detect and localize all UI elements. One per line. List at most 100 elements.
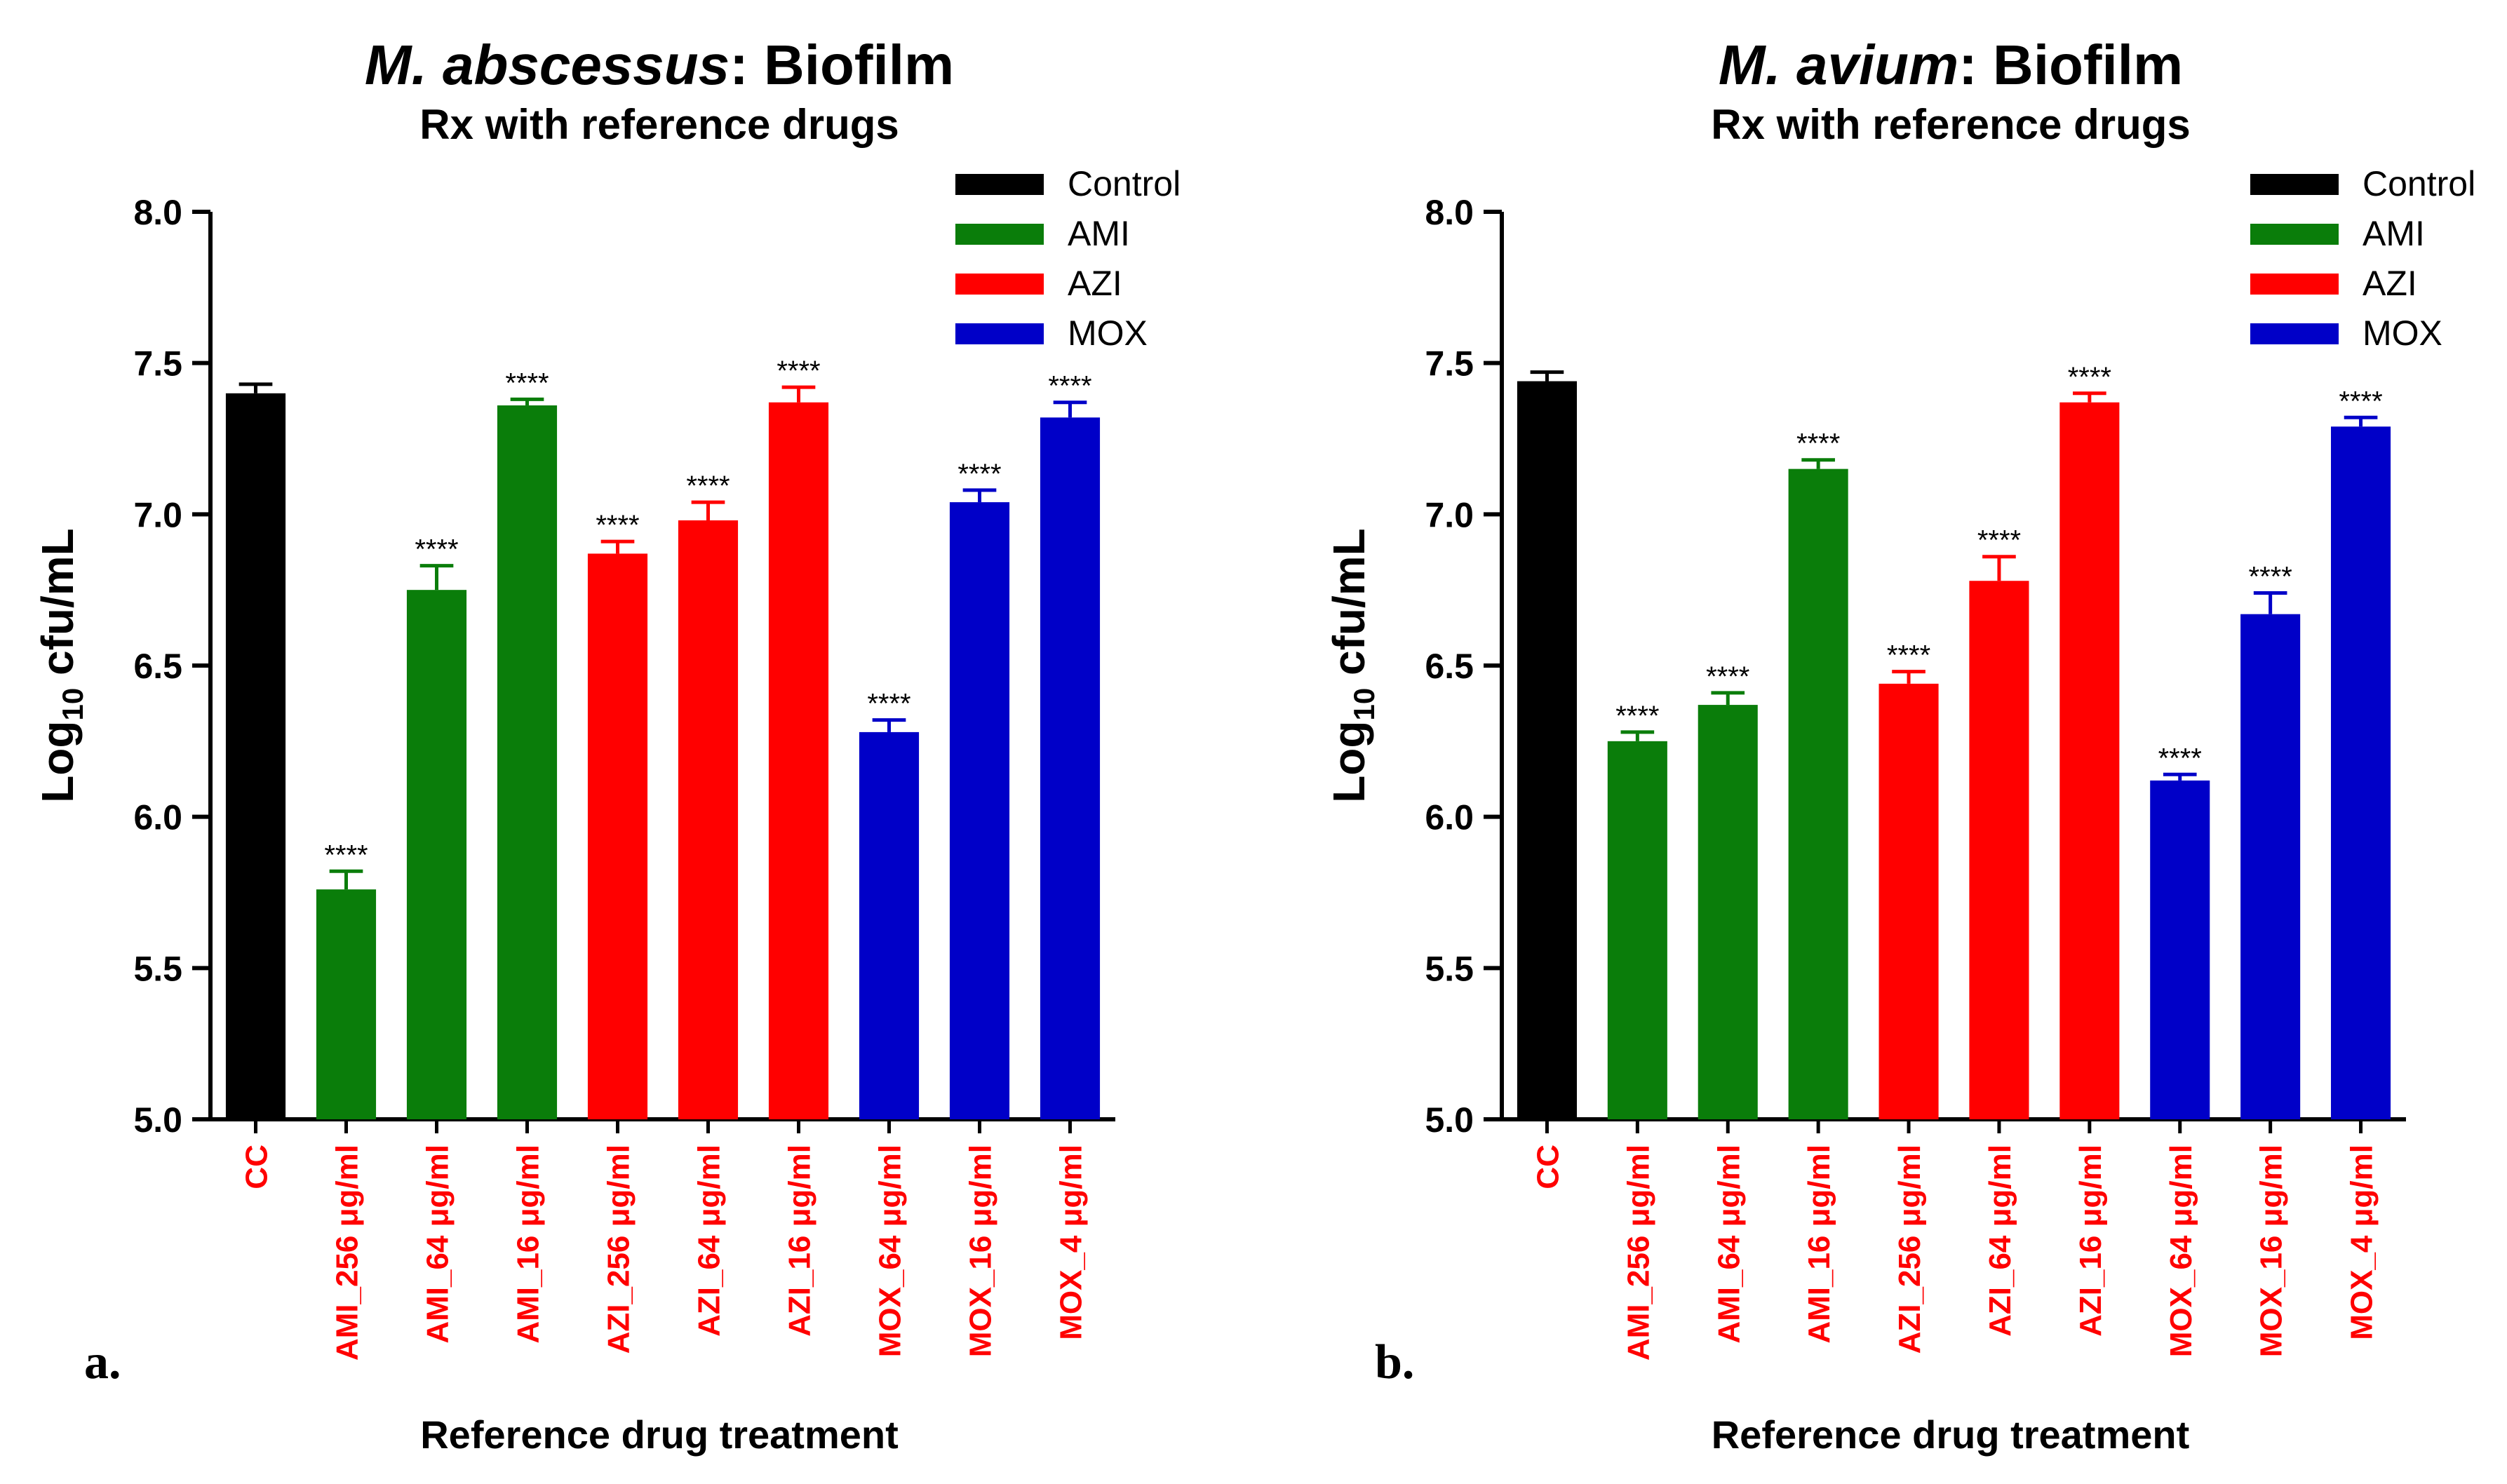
chart-title-suffix: : Biofilm [1958,34,2183,96]
bar [2331,426,2391,1119]
y-axis-label-main: Log [1324,721,1374,803]
panel-label: a. [84,1335,121,1389]
y-axis-label: Log10 cfu/mL [32,528,89,803]
x-tick-label: AMI_64 μg/ml [1712,1145,1746,1344]
y-tick-label: 6.5 [133,647,182,686]
y-tick-label: 6.0 [133,798,182,837]
legend-label: Control [2363,164,2475,203]
y-axis-label-subscript: 10 [1347,688,1380,721]
significance-label: **** [1887,640,1930,671]
legend-label: Control [1068,164,1181,203]
x-tick-label: MOX_4 μg/ml [2345,1145,2379,1340]
legend-swatch [2250,224,2339,245]
bar [406,590,467,1119]
x-tick-label: AMI_256 μg/ml [1621,1145,1655,1361]
legend-swatch [2250,274,2339,295]
significance-label: **** [2249,561,2292,592]
chart-panel-a: M. abscessus: Biofilm Rx with reference d… [32,34,1181,1457]
bar [2059,402,2120,1119]
significance-label: **** [686,471,730,501]
chart-title-organism: M. avium [1719,34,1958,96]
significance-label: **** [596,510,639,541]
significance-label: **** [1796,429,1840,459]
x-tick-label: MOX_64 μg/ml [873,1145,908,1357]
y-tick-label: 5.5 [133,949,182,988]
x-axis-label: Reference drug treatment [420,1412,899,1457]
significance-label: **** [777,356,820,386]
bar [1607,741,1667,1119]
legend-swatch [955,323,1044,344]
bar [2150,780,2210,1119]
x-axis-label: Reference drug treatment [1712,1412,2190,1457]
x-tick-label: MOX_4 μg/ml [1054,1145,1089,1340]
bar [316,889,377,1119]
x-tick-label: AMI_16 μg/ml [1802,1145,1836,1344]
significance-label: **** [2158,743,2202,774]
panel-label: b. [1375,1335,1414,1389]
y-tick-label: 7.0 [1425,495,1474,534]
legend-swatch [2250,323,2339,344]
legend-swatch [955,174,1044,195]
legend-label: MOX [2363,313,2442,353]
significance-label: **** [324,839,368,870]
y-tick-label: 7.5 [133,344,182,384]
x-tick-label: AZI_16 μg/ml [783,1145,817,1337]
x-tick-label: CC [240,1145,274,1189]
legend-swatch [2250,174,2339,195]
y-axis-label-subscript: 10 [56,688,89,721]
bar [587,553,648,1119]
x-tick-label: MOX_16 μg/ml [964,1145,998,1357]
chart-title: M. abscessus: Biofilm [365,34,954,96]
bar [768,402,829,1119]
x-tick-label: AMI_16 μg/ml [511,1145,546,1344]
significance-label: **** [1706,661,1749,692]
y-tick-label: 5.0 [1425,1100,1474,1140]
x-tick-label: AMI_64 μg/ml [421,1145,455,1344]
legend-swatch [955,224,1044,245]
y-tick-label: 8.0 [133,193,182,232]
y-tick-label: 5.5 [1425,949,1474,988]
legend-swatch [955,274,1044,295]
chart-subtitle: Rx with reference drugs [1711,101,2191,148]
chart-panel-b: M. avium: Biofilm Rx with reference drugs… [1324,34,2475,1457]
significance-label: **** [415,534,458,565]
x-tick-label: AMI_256 μg/ml [330,1145,365,1361]
legend-label: MOX [1068,313,1148,353]
bar [1698,705,1758,1119]
y-tick-label: 5.0 [133,1100,182,1140]
chart-title: M. avium: Biofilm [1719,34,2183,96]
y-axis-label: Log10 cfu/mL [1324,528,1380,803]
significance-label: **** [1615,701,1659,731]
x-tick-label: AZI_64 μg/ml [692,1145,727,1337]
legend-label: AZI [2363,264,2417,303]
significance-label: **** [1048,371,1091,402]
y-axis-label-rest: cfu/mL [32,528,83,688]
chart-title-suffix: : Biofilm [730,34,954,96]
significance-label: **** [1977,525,2021,556]
bar [1040,417,1101,1119]
x-tick-label: AZI_256 μg/ml [602,1145,636,1354]
legend-label: AMI [2363,214,2425,253]
significance-label: **** [2339,386,2382,417]
chart-subtitle: Rx with reference drugs [419,101,899,148]
y-tick-label: 6.5 [1425,647,1474,686]
bar [1878,683,1939,1119]
y-axis-label-rest: cfu/mL [1324,528,1374,688]
x-tick-label: MOX_64 μg/ml [2164,1145,2198,1357]
x-tick-label: AZI_64 μg/ml [1983,1145,2017,1337]
bar [1969,581,2029,1119]
legend-label: AZI [1068,264,1122,303]
x-tick-label: AZI_256 μg/ml [1893,1145,1927,1354]
y-tick-label: 7.5 [1425,344,1474,384]
x-tick-label: CC [1531,1145,1565,1189]
x-tick-label: MOX_16 μg/ml [2254,1145,2289,1357]
bar [859,731,920,1119]
y-axis-label-main: Log [32,721,83,803]
bar [1517,381,1577,1120]
bar [949,502,1010,1119]
bar [1788,468,1848,1119]
significance-label: **** [2068,362,2111,393]
y-tick-label: 8.0 [1425,193,1474,232]
y-tick-label: 6.0 [1425,798,1474,837]
